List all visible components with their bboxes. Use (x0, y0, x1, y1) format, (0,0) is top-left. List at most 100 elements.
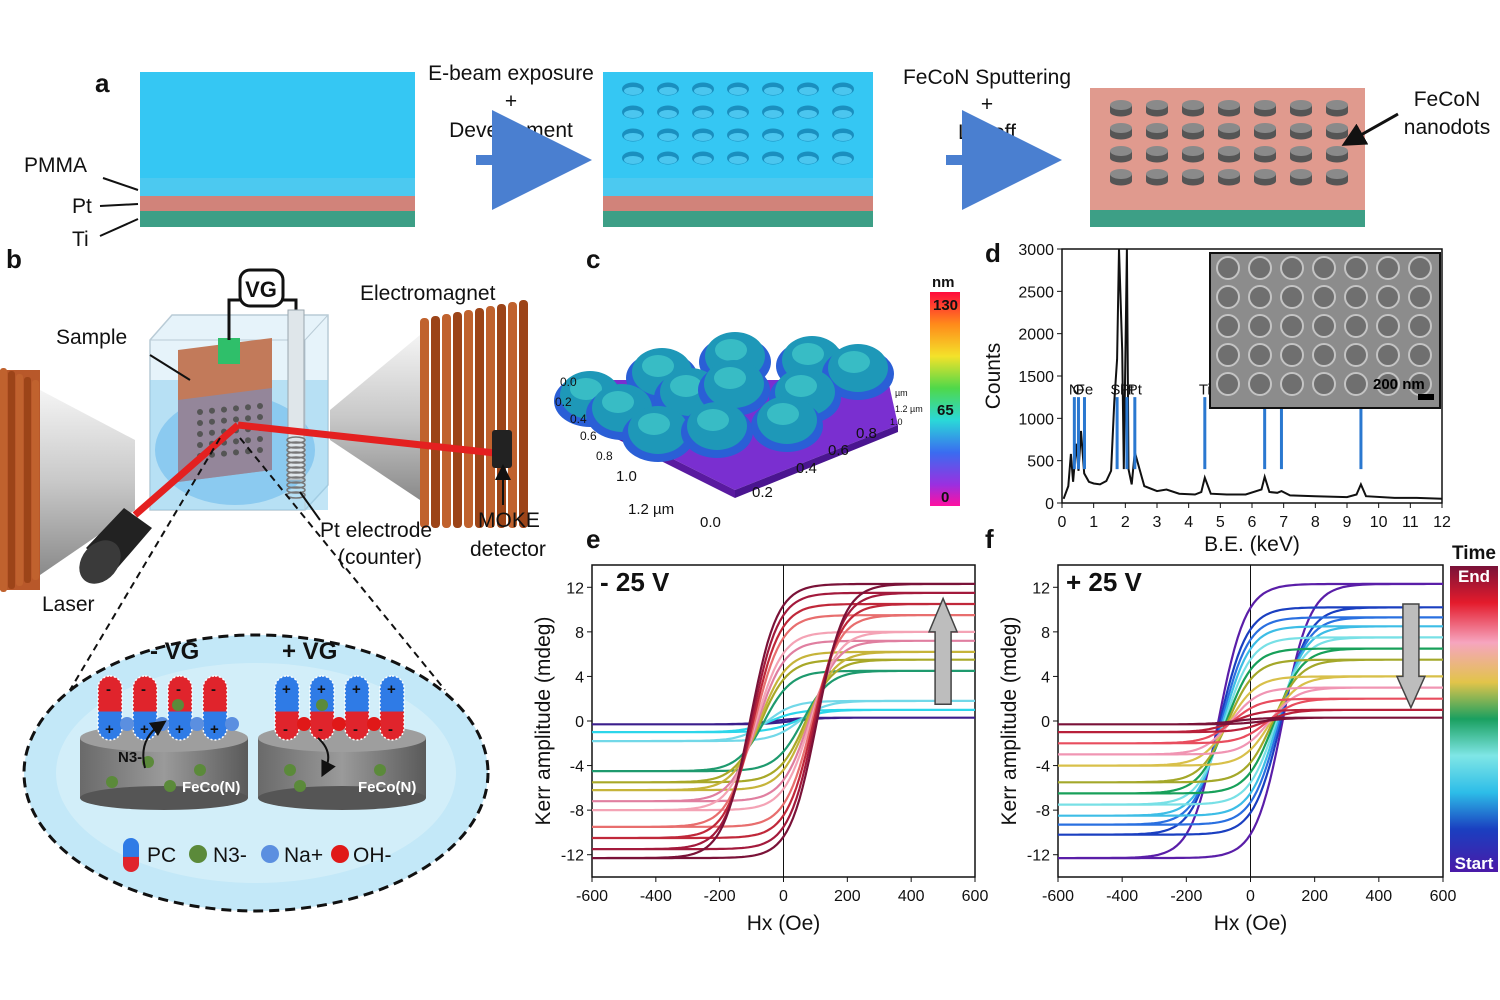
x-tick-label: -200 (1170, 888, 1202, 905)
nanohole-floor (799, 110, 817, 118)
nanohole-floor (659, 133, 677, 141)
sem-nanodot (1280, 256, 1304, 280)
sem-nanodot (1216, 372, 1240, 396)
x-tick-label: 400 (898, 888, 925, 905)
spring-coil (286, 436, 306, 444)
ion-legend: PC N3- Na+ OH- (123, 838, 392, 872)
nanodot-top (1182, 123, 1204, 133)
n3-ion (284, 764, 296, 776)
nanodot-top (1290, 146, 1312, 156)
sample-nanodot (197, 409, 203, 415)
afm-tick: 0.4 (796, 460, 817, 477)
nanodot-base (1290, 153, 1312, 163)
hysteresis-loop (592, 582, 975, 860)
nanodot-top (1218, 146, 1240, 156)
x-tick-label: 0 (779, 888, 788, 905)
nanodot-base (1146, 107, 1168, 117)
x-tick-label: 12 (1433, 514, 1451, 531)
nanodot-base (1254, 107, 1276, 117)
sem-nanodot (1376, 285, 1400, 309)
hysteresis-loop (1058, 675, 1443, 767)
spring-coil (286, 446, 306, 454)
pc-sign: + (282, 681, 291, 698)
y-tick-label: 4 (1041, 669, 1050, 686)
pc-sign: + (210, 721, 219, 738)
sample-nanodot (197, 431, 203, 437)
y-tick-label: 1500 (1018, 369, 1054, 386)
sem-inset: 200 nm (1209, 252, 1441, 409)
sample-nanodot (233, 449, 239, 456)
oh-ion (297, 717, 311, 731)
sample-nanodot (257, 403, 263, 409)
afm-tick: 0.2 (555, 395, 572, 409)
pc-sign: + (105, 721, 114, 738)
pc-sign: + (317, 681, 326, 698)
detector-label-1: MOKE (478, 509, 540, 532)
nanohole-floor (834, 110, 852, 118)
sample-nanodot (209, 407, 215, 414)
sem-nanodot (1376, 256, 1400, 280)
x-tick-label: 600 (1430, 888, 1457, 905)
peak-label: O (1073, 382, 1085, 399)
nanodot-top (1290, 169, 1312, 179)
hysteresis-loop (1058, 647, 1443, 795)
nanodot-top (1110, 169, 1132, 179)
time-trend-arrow (927, 596, 959, 706)
panel-b: b Electromagnet Sample (0, 244, 546, 913)
n3-ion (106, 776, 118, 788)
pc-sign: - (283, 721, 288, 738)
sem-nanodot (1344, 343, 1368, 367)
afm-tick: 0.6 (580, 429, 597, 443)
y-tick-label: -12 (1027, 848, 1050, 865)
time-start: Start (1455, 854, 1494, 873)
afm-bump-top (715, 339, 747, 361)
ion-label: N3- (118, 749, 142, 766)
leader-pt (99, 203, 139, 207)
time-colorbar: Time End Start (1450, 543, 1498, 873)
y-tick-label: 2500 (1018, 284, 1054, 301)
afm-bump-top (602, 391, 634, 413)
y-tick-label: 1000 (1018, 411, 1054, 428)
x-axis-label: Hx (Oe) (1214, 912, 1288, 935)
afm-bump-top (697, 409, 729, 431)
moke-detector (492, 430, 512, 468)
sem-nanodot (1216, 314, 1240, 338)
nanohole-floor (624, 110, 642, 118)
nanohole-array (622, 82, 854, 165)
nanodot-top (1182, 169, 1204, 179)
nanodot-base (1290, 107, 1312, 117)
peak-label: Ti (1199, 382, 1211, 399)
sem-nanodot (1216, 343, 1240, 367)
spectrum-line (1062, 248, 1443, 500)
nanodot-base (1290, 176, 1312, 186)
afm-bump-top (642, 355, 674, 377)
pc-molecule-neg (202, 675, 228, 741)
afm-tick: 1.2 µm (895, 404, 923, 414)
sample-nanodot (257, 436, 263, 442)
x-axis-label: B.E. (keV) (1204, 533, 1300, 556)
electrode-label-2: (counter) (338, 546, 422, 569)
nanohole-floor (834, 156, 852, 164)
nanodot-base (1326, 176, 1348, 186)
sample-label: Sample (56, 326, 127, 349)
coil-turn (497, 304, 506, 528)
sample-nanodot (221, 406, 227, 413)
nanodot-base (1290, 130, 1312, 140)
legend-oh: OH- (353, 844, 392, 867)
nanohole-floor (764, 156, 782, 164)
y-tick-label: 0 (575, 714, 584, 731)
nanohole-floor (834, 87, 852, 95)
x-tick-label: 2 (1121, 514, 1130, 531)
y-tick-label: 8 (575, 625, 584, 642)
pc-sign: - (176, 681, 181, 698)
cyl-label-pos: FeCo(N) (358, 779, 416, 796)
nanodot-base (1254, 176, 1276, 186)
pc-sign: - (388, 721, 393, 738)
sem-nanodot (1344, 372, 1368, 396)
time-end: End (1458, 567, 1490, 586)
y-tick-label: 3000 (1018, 242, 1054, 259)
coil-turn (453, 312, 462, 528)
y-axis-label: Kerr amplitude (mdeg) (998, 617, 1021, 826)
layer-label-pmma: PMMA (24, 154, 87, 177)
x-tick-label: 4 (1184, 514, 1193, 531)
